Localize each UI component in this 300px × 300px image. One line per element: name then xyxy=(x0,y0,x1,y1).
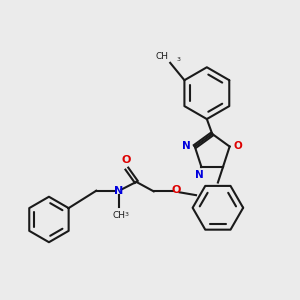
Text: N: N xyxy=(196,170,204,180)
Text: N: N xyxy=(114,186,124,196)
Text: N: N xyxy=(182,141,191,151)
Text: CH: CH xyxy=(112,211,125,220)
Text: 3: 3 xyxy=(177,57,181,62)
Text: O: O xyxy=(233,141,242,151)
Text: O: O xyxy=(122,155,131,165)
Text: 3: 3 xyxy=(125,212,129,217)
Text: CH: CH xyxy=(156,52,169,61)
Text: O: O xyxy=(172,185,181,195)
